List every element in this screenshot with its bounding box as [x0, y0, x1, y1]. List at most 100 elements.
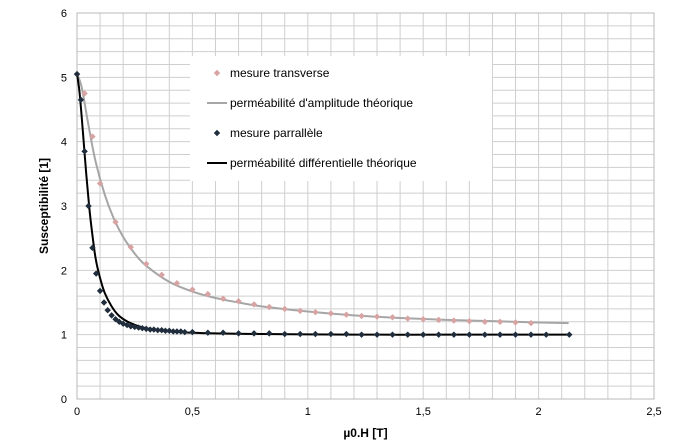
data-point [296, 307, 304, 315]
data-point [166, 327, 173, 335]
series-layer [73, 70, 573, 338]
data-point [154, 326, 161, 334]
data-point [112, 218, 119, 226]
legend-swatch-marker [213, 69, 221, 77]
data-point [139, 325, 146, 332]
data-point [219, 329, 227, 336]
data-point [389, 314, 396, 321]
data-point [146, 326, 154, 333]
data-point [435, 316, 442, 324]
plot-area-border [76, 12, 655, 400]
y-tick-label: 5 [61, 72, 67, 84]
y-tick-label: 4 [61, 137, 67, 149]
data-point [89, 244, 96, 252]
data-point [512, 331, 519, 338]
legend-item: perméabilité d'amplitude théorique [207, 96, 413, 110]
data-point [219, 295, 227, 302]
data-point [389, 331, 396, 338]
data-point [116, 318, 123, 325]
data-point [108, 312, 115, 319]
data-point [435, 331, 442, 338]
data-point [496, 318, 504, 325]
data-point [127, 243, 134, 251]
data-point [170, 328, 177, 335]
series-0 [73, 70, 535, 327]
legend-label: perméabilité différentielle théorique [230, 156, 417, 170]
data-point [481, 331, 489, 338]
x-tick-label: 0,5 [185, 406, 200, 418]
data-point [404, 331, 411, 338]
data-point [358, 312, 365, 320]
x-tick-label: 1,5 [416, 406, 431, 418]
data-point [481, 318, 489, 325]
data-point [81, 90, 88, 97]
data-point [131, 323, 138, 331]
legend-label: mesure transverse [230, 66, 330, 80]
data-point [173, 280, 181, 287]
data-point [450, 331, 458, 338]
data-point [92, 270, 100, 277]
data-point [343, 311, 350, 318]
data-point [312, 308, 319, 316]
legend-item: mesure transverse [213, 66, 330, 80]
data-point [373, 313, 381, 320]
x-tick-label: 1 [305, 406, 311, 418]
y-tick-label: 2 [61, 265, 67, 277]
series-3 [76, 73, 569, 336]
data-point [512, 319, 519, 326]
data-point [85, 202, 92, 210]
data-point [266, 303, 273, 311]
data-point [566, 331, 573, 338]
data-point [327, 310, 335, 317]
data-point [100, 299, 108, 306]
y-tick-label: 0 [61, 394, 67, 406]
data-point [312, 330, 319, 338]
y-tick-label: 1 [61, 330, 67, 342]
data-point [127, 323, 134, 330]
data-point [204, 290, 212, 298]
y-tick-label: 3 [61, 201, 67, 213]
data-point [466, 331, 473, 338]
data-point [181, 328, 188, 336]
legend-box [190, 56, 492, 181]
y-tick-label: 6 [61, 8, 67, 20]
data-point [189, 286, 196, 293]
data-point [420, 331, 427, 338]
data-point [343, 330, 350, 338]
data-point [104, 307, 111, 314]
data-point [373, 331, 381, 338]
data-point [143, 260, 150, 268]
data-point [89, 133, 96, 140]
tick-labels: 0 0,5 1 1,5 2 2,5 0 1 2 3 4 5 6 [61, 8, 662, 418]
data-point [250, 301, 258, 308]
data-point [189, 328, 196, 336]
data-point [327, 330, 335, 338]
data-point [162, 327, 169, 335]
data-point [204, 329, 212, 336]
y-axis-title: Susceptibilité [1] [37, 158, 51, 254]
x-tick-label: 0 [74, 406, 80, 418]
data-point [143, 325, 150, 333]
series-line [76, 73, 569, 336]
legend: mesure transverse perméabilité d'amplitud… [190, 56, 492, 181]
data-point [496, 331, 504, 338]
data-point [81, 148, 88, 155]
data-point [296, 330, 304, 338]
data-point [177, 328, 185, 335]
data-point [527, 319, 535, 327]
data-point [73, 70, 81, 78]
series-2 [73, 70, 573, 338]
legend-item: perméabilité différentielle théorique [207, 156, 417, 170]
legend-label: mesure parrallèle [230, 126, 323, 140]
x-axis-title: µ0.H [T] [343, 426, 387, 440]
data-point [235, 330, 242, 337]
data-point [250, 330, 258, 337]
data-point [96, 287, 104, 295]
data-point [358, 331, 365, 338]
data-point [527, 331, 535, 338]
data-point [281, 330, 288, 338]
data-point [77, 96, 85, 104]
data-point [420, 316, 427, 323]
data-point [466, 317, 473, 325]
x-tick-label: 2 [536, 406, 542, 418]
